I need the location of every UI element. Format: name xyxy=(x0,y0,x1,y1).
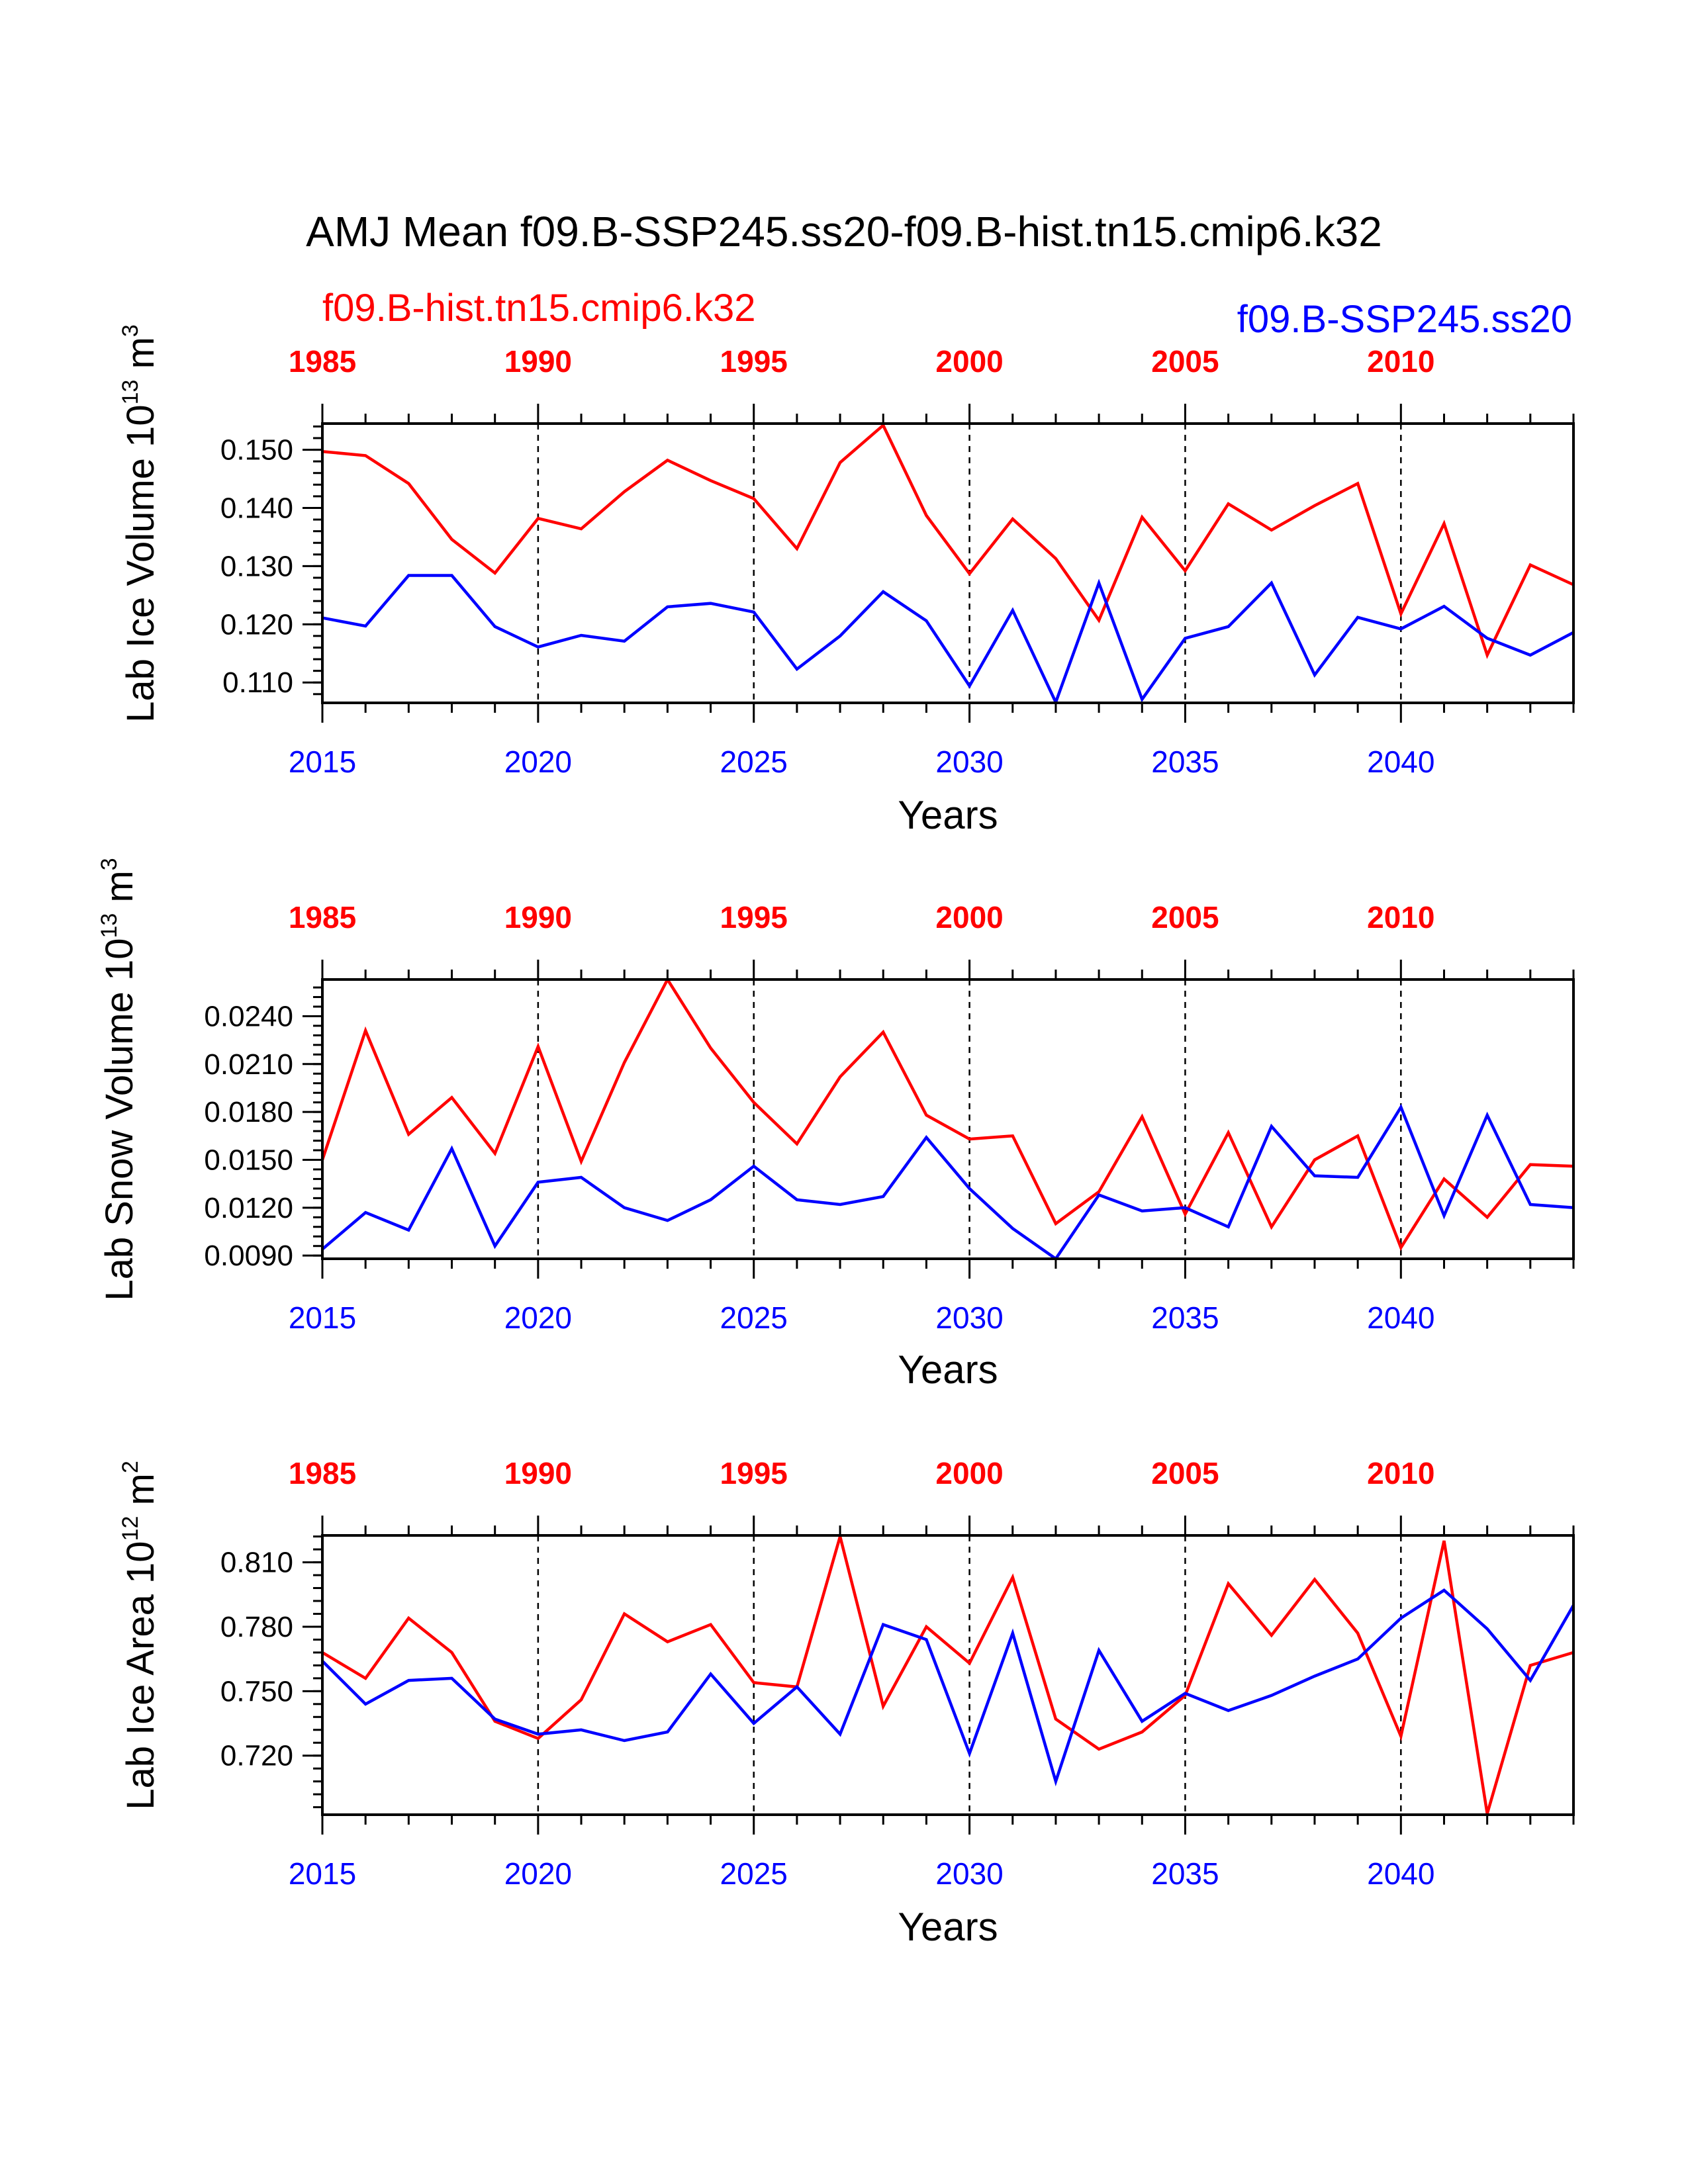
x-top-tick-label: 2005 xyxy=(1151,900,1219,934)
x-tick-label: 2040 xyxy=(1367,1300,1434,1335)
x-top-tick-label: 2010 xyxy=(1367,344,1434,379)
panel-1: 2015 2020 2025 2030 2035 2040 1985 1990 1995 2000… xyxy=(118,324,1575,837)
plot-frame xyxy=(321,1534,1575,1816)
x-tick-label: 2040 xyxy=(1367,745,1434,779)
y-axis-label: Lab Snow Volume 1013 m3 xyxy=(97,858,141,1300)
x-tick-label: 2015 xyxy=(289,1300,356,1335)
chart-title: AMJ Mean f09.B-SSP245.ss20-f09.B-hist.tn… xyxy=(306,208,1382,255)
series-line-red xyxy=(320,976,1574,1251)
x-top-tick-label: 1990 xyxy=(504,900,572,934)
series-line-blue xyxy=(321,1103,1574,1261)
x-tick-label: 2030 xyxy=(935,745,1003,779)
plot-frame xyxy=(321,978,1575,1260)
panels: 2015 2020 2025 2030 2035 2040 1985 1990 1995 2000… xyxy=(97,324,1575,1949)
x-top-tick-label: 2000 xyxy=(935,1456,1003,1490)
x-top-tick-label: 1985 xyxy=(289,900,356,934)
x-tick-label: 2030 xyxy=(935,1856,1003,1891)
x-axis-label: Years xyxy=(898,1905,998,1949)
x-top-tick-label: 2000 xyxy=(935,900,1003,934)
x-tick-label: 2015 xyxy=(289,745,356,779)
y-tick-label: 0.110 xyxy=(222,666,293,699)
x-axis-label: Years xyxy=(898,1347,998,1392)
x-tick-label: 2035 xyxy=(1151,745,1219,779)
y-tick-label: 0.0180 xyxy=(204,1096,293,1128)
x-top-tick-label: 2000 xyxy=(935,344,1003,379)
x-top-tick-label: 1985 xyxy=(289,344,356,379)
y-tick-label: 0.140 xyxy=(220,492,293,524)
x-tick-label: 2025 xyxy=(720,1300,788,1335)
y-tick-label: 0.720 xyxy=(220,1740,293,1772)
series-line-red xyxy=(321,1530,1574,1815)
y-tick-label: 0.0150 xyxy=(204,1144,293,1176)
legend-blue-label: f09.B-SSP245.ss20 xyxy=(1237,298,1572,341)
x-top-tick-label: 1995 xyxy=(720,900,788,934)
y-tick-label: 0.750 xyxy=(220,1675,293,1707)
x-tick-label: 2020 xyxy=(504,745,572,779)
y-axis-label: Lab Ice Area 1012 m2 xyxy=(118,1461,162,1810)
x-tick-label: 2030 xyxy=(935,1300,1003,1335)
x-tick-label: 2020 xyxy=(504,1856,572,1891)
y-tick-label: 0.0090 xyxy=(204,1240,293,1272)
series-line-blue xyxy=(322,574,1575,706)
x-top-tick-label: 2005 xyxy=(1151,344,1219,379)
x-top-tick-label: 2005 xyxy=(1151,1456,1219,1490)
x-top-tick-label: 2010 xyxy=(1367,1456,1434,1490)
y-tick-label: 0.0120 xyxy=(204,1192,293,1224)
x-top-tick-label: 1995 xyxy=(720,1456,788,1490)
y-tick-label: 0.150 xyxy=(220,434,293,467)
x-top-tick-label: 2010 xyxy=(1367,900,1434,934)
y-tick-label: 0.0240 xyxy=(204,1000,293,1032)
x-tick-label: 2035 xyxy=(1151,1856,1219,1891)
panel-2: 2015 2020 2025 2030 2035 2040 1985 1990 1995 2000… xyxy=(97,858,1575,1392)
x-top-tick-label: 1990 xyxy=(504,1456,572,1490)
y-tick-label: 0.120 xyxy=(220,608,293,641)
x-tick-label: 2035 xyxy=(1151,1300,1219,1335)
x-tick-label: 2015 xyxy=(289,1856,356,1891)
x-top-tick-label: 1990 xyxy=(504,344,572,379)
y-tick-label: 0.0210 xyxy=(204,1048,293,1081)
y-tick-label: 0.780 xyxy=(220,1611,293,1643)
series-line-blue xyxy=(321,1588,1575,1787)
y-axis-label: Lab Ice Volume 1013 m3 xyxy=(118,324,162,723)
x-tick-label: 2025 xyxy=(720,745,788,779)
series-line-red xyxy=(322,422,1574,659)
panel-3: 2015 2020 2025 2030 2035 2040 1985 1990 1995 2000… xyxy=(118,1456,1575,1949)
plot-frame xyxy=(321,422,1575,704)
legend-red-label: f09.B-hist.tn15.cmip6.k32 xyxy=(322,287,755,330)
x-axis-label: Years xyxy=(898,793,998,837)
x-top-tick-label: 1985 xyxy=(289,1456,356,1490)
x-tick-label: 2020 xyxy=(504,1300,572,1335)
x-top-tick-label: 1995 xyxy=(720,344,788,379)
y-tick-label: 0.130 xyxy=(220,550,293,582)
y-tick-label: 0.810 xyxy=(220,1547,293,1579)
x-tick-label: 2025 xyxy=(720,1856,788,1891)
x-tick-label: 2040 xyxy=(1367,1856,1434,1891)
